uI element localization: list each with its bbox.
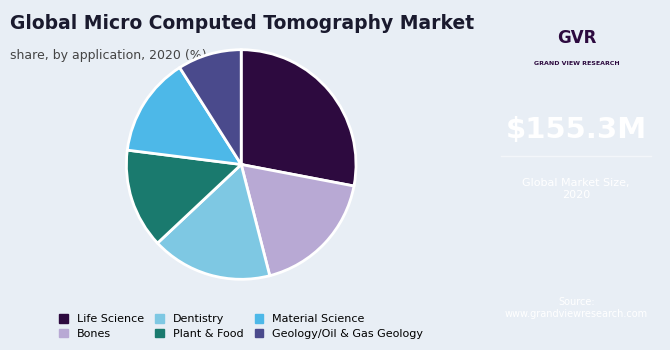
Text: Global Market Size,
2020: Global Market Size, 2020 bbox=[523, 178, 630, 200]
Text: Source:
www.grandviewresearch.com: Source: www.grandviewresearch.com bbox=[505, 297, 648, 319]
Wedge shape bbox=[157, 164, 270, 279]
Wedge shape bbox=[241, 164, 354, 276]
Wedge shape bbox=[127, 68, 241, 164]
Legend: Life Science, Bones, Dentistry, Plant & Food, Material Science, Geology/Oil & Ga: Life Science, Bones, Dentistry, Plant & … bbox=[54, 309, 429, 344]
Text: GRAND VIEW RESEARCH: GRAND VIEW RESEARCH bbox=[534, 61, 619, 66]
Text: Global Micro Computed Tomography Market: Global Micro Computed Tomography Market bbox=[9, 14, 474, 33]
Text: share, by application, 2020 (%): share, by application, 2020 (%) bbox=[9, 49, 206, 62]
Wedge shape bbox=[241, 50, 356, 186]
Wedge shape bbox=[180, 50, 241, 164]
Text: GVR: GVR bbox=[557, 29, 596, 47]
Text: $155.3M: $155.3M bbox=[506, 116, 647, 144]
Wedge shape bbox=[127, 150, 241, 243]
